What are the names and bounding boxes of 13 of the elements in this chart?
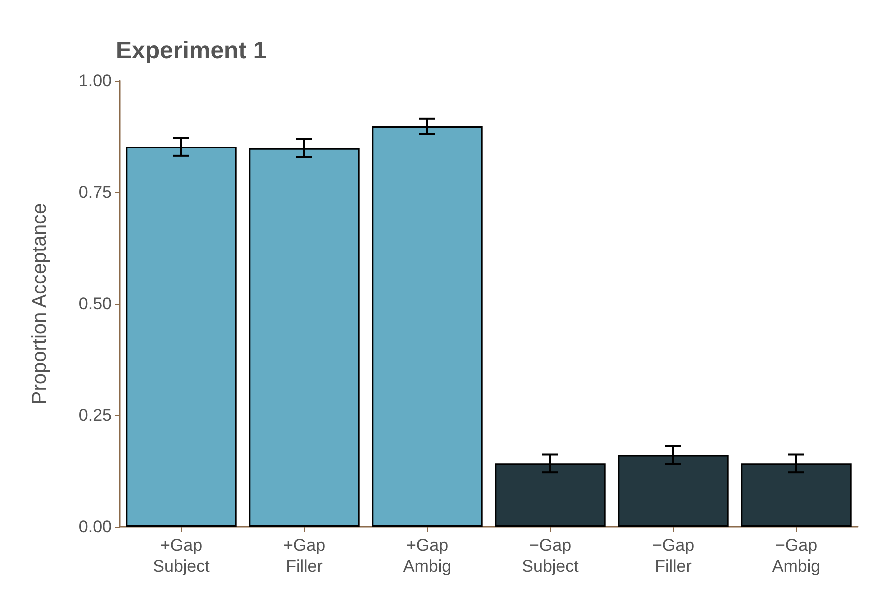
y-axis-title: Proportion Acceptance	[29, 203, 51, 405]
y-tick-label: 0.00	[78, 518, 112, 536]
chart-title: Experiment 1	[116, 38, 267, 64]
x-tick-label: −Gap Subject	[522, 536, 580, 576]
y-tick-label: 0.25	[78, 406, 112, 425]
y-tick-label: 0.50	[78, 294, 112, 314]
x-tick-label: +Gap Filler	[283, 536, 326, 576]
x-tick-label: −Gap Ambig	[772, 536, 821, 576]
x-tick-label: +Gap Ambig	[403, 536, 452, 576]
x-tick-label: −Gap Filler	[652, 536, 695, 576]
y-tick-label: 1.00	[78, 72, 112, 90]
x-tick-label: +Gap Subject	[153, 536, 210, 576]
y-tick-label: 0.75	[78, 183, 112, 202]
